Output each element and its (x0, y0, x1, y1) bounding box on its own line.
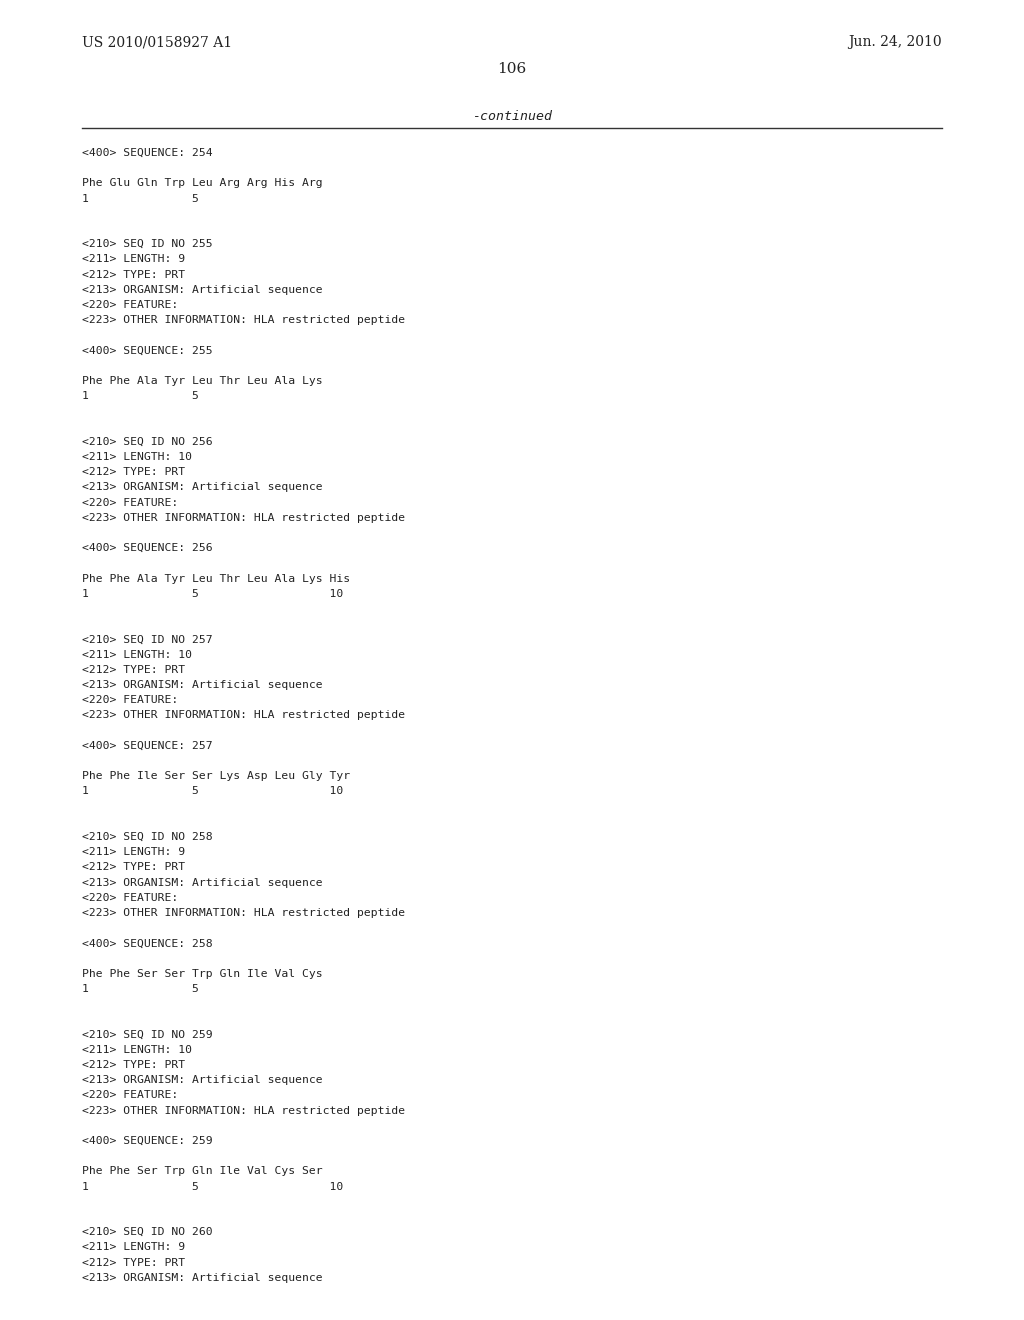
Text: Phe Phe Ala Tyr Leu Thr Leu Ala Lys: Phe Phe Ala Tyr Leu Thr Leu Ala Lys (82, 376, 323, 385)
Text: <211> LENGTH: 10: <211> LENGTH: 10 (82, 451, 193, 462)
Text: 1               5                   10: 1 5 10 (82, 1181, 343, 1192)
Text: <220> FEATURE:: <220> FEATURE: (82, 300, 178, 310)
Text: <212> TYPE: PRT: <212> TYPE: PRT (82, 1258, 185, 1267)
Text: US 2010/0158927 A1: US 2010/0158927 A1 (82, 36, 232, 49)
Text: <400> SEQUENCE: 255: <400> SEQUENCE: 255 (82, 346, 213, 355)
Text: <400> SEQUENCE: 257: <400> SEQUENCE: 257 (82, 741, 213, 751)
Text: <213> ORGANISM: Artificial sequence: <213> ORGANISM: Artificial sequence (82, 878, 323, 887)
Text: <210> SEQ ID NO 256: <210> SEQ ID NO 256 (82, 437, 213, 446)
Text: 106: 106 (498, 62, 526, 77)
Text: <400> SEQUENCE: 256: <400> SEQUENCE: 256 (82, 544, 213, 553)
Text: <223> OTHER INFORMATION: HLA restricted peptide: <223> OTHER INFORMATION: HLA restricted … (82, 512, 406, 523)
Text: <223> OTHER INFORMATION: HLA restricted peptide: <223> OTHER INFORMATION: HLA restricted … (82, 315, 406, 325)
Text: <400> SEQUENCE: 258: <400> SEQUENCE: 258 (82, 939, 213, 948)
Text: <400> SEQUENCE: 259: <400> SEQUENCE: 259 (82, 1137, 213, 1146)
Text: <212> TYPE: PRT: <212> TYPE: PRT (82, 665, 185, 675)
Text: <212> TYPE: PRT: <212> TYPE: PRT (82, 862, 185, 873)
Text: Phe Glu Gln Trp Leu Arg Arg His Arg: Phe Glu Gln Trp Leu Arg Arg His Arg (82, 178, 323, 189)
Text: <220> FEATURE:: <220> FEATURE: (82, 498, 178, 508)
Text: 1               5: 1 5 (82, 983, 199, 994)
Text: <213> ORGANISM: Artificial sequence: <213> ORGANISM: Artificial sequence (82, 285, 323, 294)
Text: <210> SEQ ID NO 257: <210> SEQ ID NO 257 (82, 635, 213, 644)
Text: Phe Phe Ser Trp Gln Ile Val Cys Ser: Phe Phe Ser Trp Gln Ile Val Cys Ser (82, 1167, 323, 1176)
Text: -continued: -continued (472, 110, 552, 123)
Text: <210> SEQ ID NO 259: <210> SEQ ID NO 259 (82, 1030, 213, 1040)
Text: Phe Phe Ala Tyr Leu Thr Leu Ala Lys His: Phe Phe Ala Tyr Leu Thr Leu Ala Lys His (82, 574, 350, 583)
Text: 1               5                   10: 1 5 10 (82, 787, 343, 796)
Text: <210> SEQ ID NO 258: <210> SEQ ID NO 258 (82, 832, 213, 842)
Text: <220> FEATURE:: <220> FEATURE: (82, 1090, 178, 1101)
Text: 1               5                   10: 1 5 10 (82, 589, 343, 599)
Text: <211> LENGTH: 9: <211> LENGTH: 9 (82, 847, 185, 857)
Text: <212> TYPE: PRT: <212> TYPE: PRT (82, 269, 185, 280)
Text: <212> TYPE: PRT: <212> TYPE: PRT (82, 467, 185, 478)
Text: <210> SEQ ID NO 255: <210> SEQ ID NO 255 (82, 239, 213, 249)
Text: <400> SEQUENCE: 254: <400> SEQUENCE: 254 (82, 148, 213, 158)
Text: <223> OTHER INFORMATION: HLA restricted peptide: <223> OTHER INFORMATION: HLA restricted … (82, 710, 406, 721)
Text: <213> ORGANISM: Artificial sequence: <213> ORGANISM: Artificial sequence (82, 1272, 323, 1283)
Text: Jun. 24, 2010: Jun. 24, 2010 (848, 36, 942, 49)
Text: <210> SEQ ID NO 260: <210> SEQ ID NO 260 (82, 1228, 213, 1237)
Text: <213> ORGANISM: Artificial sequence: <213> ORGANISM: Artificial sequence (82, 1076, 323, 1085)
Text: 1               5: 1 5 (82, 194, 199, 203)
Text: <212> TYPE: PRT: <212> TYPE: PRT (82, 1060, 185, 1071)
Text: <220> FEATURE:: <220> FEATURE: (82, 892, 178, 903)
Text: <220> FEATURE:: <220> FEATURE: (82, 696, 178, 705)
Text: Phe Phe Ser Ser Trp Gln Ile Val Cys: Phe Phe Ser Ser Trp Gln Ile Val Cys (82, 969, 323, 979)
Text: <223> OTHER INFORMATION: HLA restricted peptide: <223> OTHER INFORMATION: HLA restricted … (82, 1106, 406, 1115)
Text: <213> ORGANISM: Artificial sequence: <213> ORGANISM: Artificial sequence (82, 482, 323, 492)
Text: 1               5: 1 5 (82, 391, 199, 401)
Text: <211> LENGTH: 9: <211> LENGTH: 9 (82, 255, 185, 264)
Text: Phe Phe Ile Ser Ser Lys Asp Leu Gly Tyr: Phe Phe Ile Ser Ser Lys Asp Leu Gly Tyr (82, 771, 350, 781)
Text: <211> LENGTH: 9: <211> LENGTH: 9 (82, 1242, 185, 1253)
Text: <211> LENGTH: 10: <211> LENGTH: 10 (82, 1045, 193, 1055)
Text: <213> ORGANISM: Artificial sequence: <213> ORGANISM: Artificial sequence (82, 680, 323, 690)
Text: <223> OTHER INFORMATION: HLA restricted peptide: <223> OTHER INFORMATION: HLA restricted … (82, 908, 406, 917)
Text: <211> LENGTH: 10: <211> LENGTH: 10 (82, 649, 193, 660)
